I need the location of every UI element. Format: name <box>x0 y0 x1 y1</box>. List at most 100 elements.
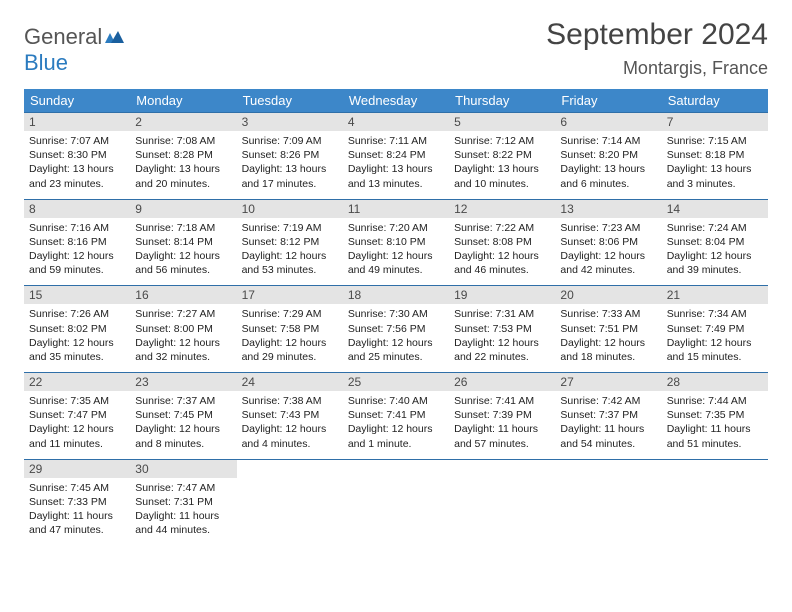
logo: GeneralBlue <box>24 24 126 76</box>
day-number: 10 <box>237 200 343 218</box>
daylight-line2: and 10 minutes. <box>454 177 550 191</box>
day-cell <box>237 459 343 545</box>
daylight-line2: and 59 minutes. <box>29 263 125 277</box>
day-number: 11 <box>343 200 449 218</box>
daylight-line2: and 17 minutes. <box>242 177 338 191</box>
day-body: Sunrise: 7:18 AMSunset: 8:14 PMDaylight:… <box>130 218 236 286</box>
sunrise-text: Sunrise: 7:27 AM <box>135 307 231 321</box>
sunrise-text: Sunrise: 7:35 AM <box>29 394 125 408</box>
day-number: 15 <box>24 286 130 304</box>
day-body: Sunrise: 7:19 AMSunset: 8:12 PMDaylight:… <box>237 218 343 286</box>
day-cell: 2Sunrise: 7:08 AMSunset: 8:28 PMDaylight… <box>130 113 236 200</box>
daylight-line1: Daylight: 13 hours <box>560 162 656 176</box>
sunset-text: Sunset: 8:28 PM <box>135 148 231 162</box>
day-number: 24 <box>237 373 343 391</box>
daylight-line1: Daylight: 12 hours <box>454 249 550 263</box>
sunset-text: Sunset: 8:02 PM <box>29 322 125 336</box>
day-number: 4 <box>343 113 449 131</box>
day-cell: 15Sunrise: 7:26 AMSunset: 8:02 PMDayligh… <box>24 286 130 373</box>
day-cell: 29Sunrise: 7:45 AMSunset: 7:33 PMDayligh… <box>24 459 130 545</box>
daylight-line2: and 32 minutes. <box>135 350 231 364</box>
daylight-line1: Daylight: 12 hours <box>560 249 656 263</box>
sunrise-text: Sunrise: 7:30 AM <box>348 307 444 321</box>
daylight-line2: and 42 minutes. <box>560 263 656 277</box>
day-number: 12 <box>449 200 555 218</box>
daylight-line2: and 35 minutes. <box>29 350 125 364</box>
daylight-line2: and 13 minutes. <box>348 177 444 191</box>
header: GeneralBlue September 2024 Montargis, Fr… <box>24 18 768 79</box>
daylight-line2: and 39 minutes. <box>667 263 763 277</box>
sunset-text: Sunset: 7:53 PM <box>454 322 550 336</box>
week-row: 22Sunrise: 7:35 AMSunset: 7:47 PMDayligh… <box>24 373 768 460</box>
day-cell: 28Sunrise: 7:44 AMSunset: 7:35 PMDayligh… <box>662 373 768 460</box>
logo-text-blue: Blue <box>24 50 68 75</box>
daylight-line2: and 3 minutes. <box>667 177 763 191</box>
dayhead-tue: Tuesday <box>237 89 343 113</box>
sunrise-text: Sunrise: 7:29 AM <box>242 307 338 321</box>
day-number: 19 <box>449 286 555 304</box>
day-body: Sunrise: 7:26 AMSunset: 8:02 PMDaylight:… <box>24 304 130 372</box>
daylight-line1: Daylight: 13 hours <box>135 162 231 176</box>
daylight-line1: Daylight: 12 hours <box>242 422 338 436</box>
location: Montargis, France <box>546 58 768 79</box>
day-body: Sunrise: 7:47 AMSunset: 7:31 PMDaylight:… <box>130 478 236 546</box>
day-number: 21 <box>662 286 768 304</box>
sunrise-text: Sunrise: 7:07 AM <box>29 134 125 148</box>
day-body: Sunrise: 7:35 AMSunset: 7:47 PMDaylight:… <box>24 391 130 459</box>
daylight-line1: Daylight: 12 hours <box>560 336 656 350</box>
dayhead-thu: Thursday <box>449 89 555 113</box>
day-cell: 3Sunrise: 7:09 AMSunset: 8:26 PMDaylight… <box>237 113 343 200</box>
daylight-line2: and 53 minutes. <box>242 263 338 277</box>
day-body: Sunrise: 7:33 AMSunset: 7:51 PMDaylight:… <box>555 304 661 372</box>
day-body: Sunrise: 7:38 AMSunset: 7:43 PMDaylight:… <box>237 391 343 459</box>
day-cell: 4Sunrise: 7:11 AMSunset: 8:24 PMDaylight… <box>343 113 449 200</box>
sunset-text: Sunset: 7:58 PM <box>242 322 338 336</box>
sunset-text: Sunset: 7:37 PM <box>560 408 656 422</box>
sunset-text: Sunset: 7:39 PM <box>454 408 550 422</box>
day-cell: 30Sunrise: 7:47 AMSunset: 7:31 PMDayligh… <box>130 459 236 545</box>
day-number: 30 <box>130 460 236 478</box>
dayhead-wed: Wednesday <box>343 89 449 113</box>
daylight-line1: Daylight: 12 hours <box>348 249 444 263</box>
daylight-line2: and 29 minutes. <box>242 350 338 364</box>
week-row: 8Sunrise: 7:16 AMSunset: 8:16 PMDaylight… <box>24 199 768 286</box>
sunset-text: Sunset: 8:04 PM <box>667 235 763 249</box>
sunset-text: Sunset: 7:35 PM <box>667 408 763 422</box>
daylight-line1: Daylight: 12 hours <box>29 336 125 350</box>
day-cell: 6Sunrise: 7:14 AMSunset: 8:20 PMDaylight… <box>555 113 661 200</box>
sunset-text: Sunset: 8:20 PM <box>560 148 656 162</box>
daylight-line1: Daylight: 13 hours <box>348 162 444 176</box>
day-cell: 18Sunrise: 7:30 AMSunset: 7:56 PMDayligh… <box>343 286 449 373</box>
day-cell: 25Sunrise: 7:40 AMSunset: 7:41 PMDayligh… <box>343 373 449 460</box>
sunrise-text: Sunrise: 7:12 AM <box>454 134 550 148</box>
sunrise-text: Sunrise: 7:33 AM <box>560 307 656 321</box>
week-row: 1Sunrise: 7:07 AMSunset: 8:30 PMDaylight… <box>24 113 768 200</box>
day-number: 16 <box>130 286 236 304</box>
day-cell: 14Sunrise: 7:24 AMSunset: 8:04 PMDayligh… <box>662 199 768 286</box>
sunrise-text: Sunrise: 7:20 AM <box>348 221 444 235</box>
daylight-line1: Daylight: 11 hours <box>560 422 656 436</box>
sunset-text: Sunset: 8:22 PM <box>454 148 550 162</box>
day-number: 2 <box>130 113 236 131</box>
daylight-line1: Daylight: 12 hours <box>135 336 231 350</box>
sunset-text: Sunset: 7:31 PM <box>135 495 231 509</box>
daylight-line2: and 20 minutes. <box>135 177 231 191</box>
sunset-text: Sunset: 7:56 PM <box>348 322 444 336</box>
day-body: Sunrise: 7:22 AMSunset: 8:08 PMDaylight:… <box>449 218 555 286</box>
sunrise-text: Sunrise: 7:19 AM <box>242 221 338 235</box>
sunrise-text: Sunrise: 7:44 AM <box>667 394 763 408</box>
sunset-text: Sunset: 7:51 PM <box>560 322 656 336</box>
daylight-line2: and 1 minute. <box>348 437 444 451</box>
daylight-line1: Daylight: 12 hours <box>454 336 550 350</box>
day-number: 8 <box>24 200 130 218</box>
day-body: Sunrise: 7:14 AMSunset: 8:20 PMDaylight:… <box>555 131 661 199</box>
calendar-body: 1Sunrise: 7:07 AMSunset: 8:30 PMDaylight… <box>24 113 768 546</box>
dayhead-sun: Sunday <box>24 89 130 113</box>
daylight-line2: and 49 minutes. <box>348 263 444 277</box>
daylight-line2: and 56 minutes. <box>135 263 231 277</box>
week-row: 15Sunrise: 7:26 AMSunset: 8:02 PMDayligh… <box>24 286 768 373</box>
day-body: Sunrise: 7:23 AMSunset: 8:06 PMDaylight:… <box>555 218 661 286</box>
sunset-text: Sunset: 8:06 PM <box>560 235 656 249</box>
day-body: Sunrise: 7:20 AMSunset: 8:10 PMDaylight:… <box>343 218 449 286</box>
day-number: 22 <box>24 373 130 391</box>
